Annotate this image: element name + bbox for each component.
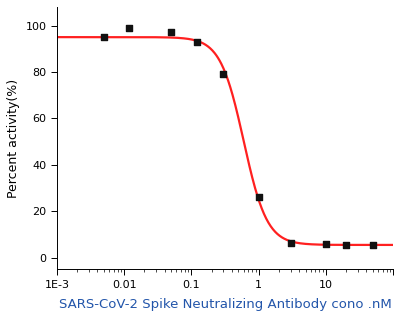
Point: [168, 30, 174, 35]
Point: [194, 39, 200, 44]
Y-axis label: Percent activity(%): Percent activity(%): [7, 79, 20, 198]
Point: [343, 242, 349, 247]
Point: [288, 240, 294, 245]
Point: [126, 25, 133, 31]
Point: [220, 72, 227, 77]
Point: [101, 35, 107, 40]
Point: [256, 195, 262, 200]
Point: [370, 242, 376, 247]
X-axis label: SARS-CoV-2 Spike Neutralizing Antibody cono .nM: SARS-CoV-2 Spike Neutralizing Antibody c…: [59, 298, 391, 311]
Point: [323, 241, 329, 246]
